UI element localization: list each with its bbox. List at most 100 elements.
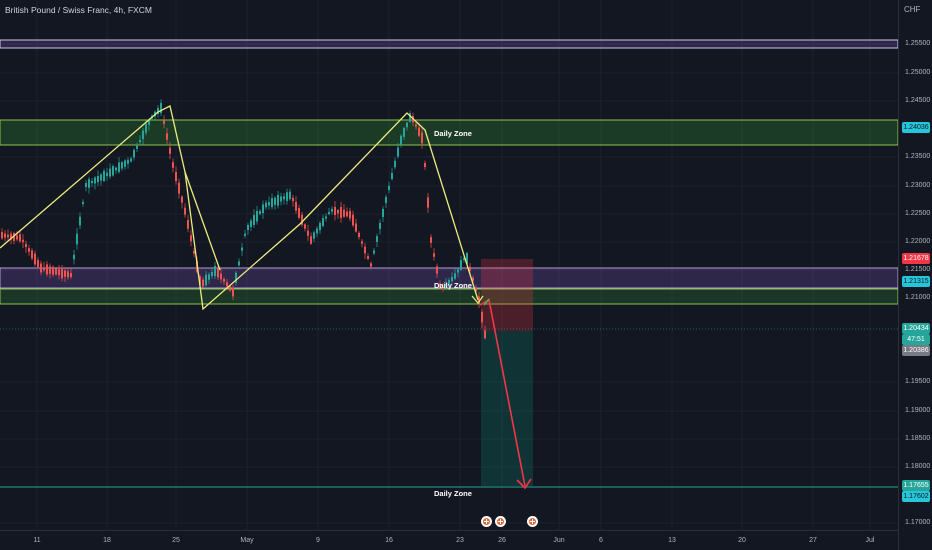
candle-body [340, 207, 342, 218]
candle-body [100, 174, 102, 181]
candle-body [349, 210, 351, 219]
candle-body [307, 230, 309, 236]
candle-body [424, 162, 426, 168]
candle-body [58, 269, 60, 276]
candle-body [370, 263, 372, 267]
candle-body [220, 273, 222, 280]
candle-body [442, 286, 444, 290]
time-tick: May [240, 537, 254, 544]
time-tick: 13 [668, 537, 676, 544]
candle-body [331, 208, 333, 212]
candle-body [313, 232, 315, 239]
event-icon[interactable] [527, 516, 538, 527]
candle-body [52, 266, 54, 275]
candle-body [88, 179, 90, 188]
price-tick: 1.22000 [905, 238, 931, 245]
candle-body [289, 191, 291, 200]
candle-body [19, 234, 21, 242]
candle-body [190, 235, 192, 242]
resistance-zone-top [0, 39, 898, 49]
candle-body [16, 235, 18, 240]
time-tick: Jun [553, 537, 565, 544]
candle-body [352, 214, 354, 226]
time-tick: 11 [33, 537, 41, 544]
candle-body [361, 241, 363, 244]
zone-label-lower: Daily Zone [434, 489, 472, 498]
candle-body [10, 233, 12, 240]
candle-body [46, 264, 48, 275]
symbol-title[interactable]: British Pound / Swiss Franc, 4h, FXCM [5, 5, 152, 15]
candle-body [127, 159, 129, 164]
candle-body [382, 208, 384, 218]
risk-box [481, 259, 533, 331]
event-icon[interactable] [481, 516, 492, 527]
candle-body [478, 296, 480, 304]
candle-body [106, 172, 108, 177]
candle-body [241, 247, 243, 251]
candle-body [373, 250, 375, 254]
candle-body [85, 183, 87, 187]
candle-body [337, 209, 339, 214]
price-tick: 1.21500 [905, 266, 931, 273]
candle-body [298, 208, 300, 218]
candle-body [409, 113, 411, 122]
candle-body [205, 274, 207, 286]
candle-body [343, 209, 345, 217]
stop-loss-price-tag: 1.21678 [902, 253, 930, 264]
candle-body [367, 256, 369, 259]
time-tick: 27 [809, 537, 817, 544]
candle-body [328, 211, 330, 215]
candle-body [304, 224, 306, 229]
candle-body [262, 204, 264, 214]
candle-body [223, 278, 225, 282]
daily-zone-middle [0, 288, 898, 305]
candle-body [274, 197, 276, 206]
candle-body [271, 198, 273, 208]
reward-box [481, 331, 533, 486]
candle-body [217, 267, 219, 278]
bid-price-tag: 1.20386 [902, 345, 930, 356]
price-tick: 1.21000 [905, 294, 931, 301]
candle-body [325, 216, 327, 219]
candle-body [28, 248, 30, 252]
candle-body [115, 167, 117, 171]
candle-body [214, 265, 216, 277]
event-icon[interactable] [495, 516, 506, 527]
candle-body [130, 158, 132, 162]
time-tick: 6 [599, 537, 603, 544]
candle-body [31, 250, 33, 259]
chart-pane[interactable]: British Pound / Swiss Franc, 4h, FXCM Da… [0, 0, 898, 530]
candle-body [22, 239, 24, 243]
candle-body [418, 127, 420, 136]
candle-body [295, 201, 297, 211]
price-tick: 1.22500 [905, 210, 931, 217]
currency-label[interactable]: CHF [904, 5, 921, 14]
price-tick: 1.19500 [905, 378, 931, 385]
candle-body [61, 267, 63, 279]
price-axis[interactable]: CHF 1.25500 1.25000 1.24500 1.23500 1.23… [898, 0, 932, 550]
candle-body [292, 197, 294, 202]
candle-body [475, 288, 477, 292]
candle-body [316, 228, 318, 234]
candle-body [4, 233, 6, 238]
candle-body [436, 266, 438, 274]
candle-body [211, 271, 213, 277]
chart-canvas[interactable] [0, 0, 898, 530]
candle-body [94, 177, 96, 184]
candle-body [97, 175, 99, 183]
candle-body [388, 185, 390, 191]
candle-body [448, 279, 450, 285]
candle-body [280, 196, 282, 202]
candle-body [400, 135, 402, 145]
zone-label-middle: Daily Zone [434, 281, 472, 290]
zigzag-pattern [0, 105, 479, 311]
time-axis[interactable]: 11 18 25 May 9 16 23 26 Jun 6 13 20 27 J… [0, 530, 898, 550]
candle-body [49, 266, 51, 274]
candle-body [112, 166, 114, 176]
candle-body [25, 243, 27, 248]
candle-body [169, 147, 171, 154]
candle-body [259, 211, 261, 214]
candle-body [457, 269, 459, 273]
candle-body [334, 206, 336, 216]
candle-body [481, 311, 483, 323]
